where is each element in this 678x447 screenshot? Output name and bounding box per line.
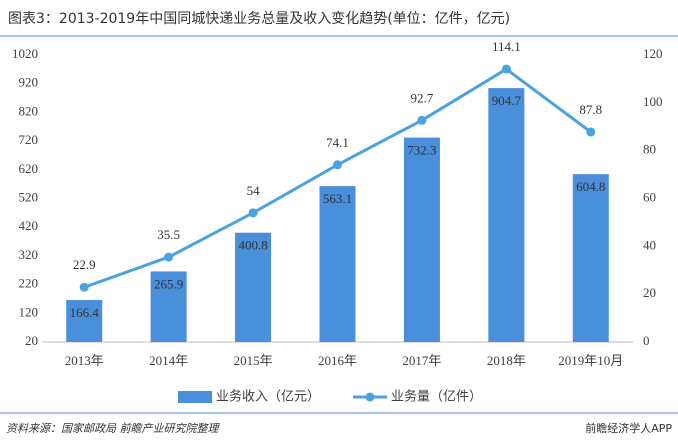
x-tick-label: 2018年 bbox=[487, 353, 526, 368]
y2-tick-label: 60 bbox=[643, 189, 656, 204]
bar-value-label: 265.9 bbox=[154, 276, 183, 291]
legend-swatch-point bbox=[365, 392, 375, 402]
legend-label: 业务收入（亿元） bbox=[216, 389, 320, 405]
x-tick-label: 2016年 bbox=[318, 353, 357, 368]
x-tick-label: 2015年 bbox=[234, 353, 273, 368]
bar bbox=[488, 88, 525, 343]
brand: 前瞻经济学人APP bbox=[585, 421, 672, 435]
y2-tick-label: 0 bbox=[643, 333, 650, 348]
y2-tick-label: 80 bbox=[643, 142, 656, 157]
line-value-label: 87.8 bbox=[579, 102, 602, 117]
line-value-label: 92.7 bbox=[411, 90, 434, 105]
legend-label: 业务量（亿件） bbox=[391, 389, 482, 405]
line-point bbox=[417, 115, 427, 125]
bar-value-label: 732.3 bbox=[407, 143, 436, 158]
y2-tick-label: 20 bbox=[643, 285, 656, 300]
line-value-label: 54 bbox=[247, 183, 261, 198]
y-tick-label: 720 bbox=[19, 132, 39, 147]
line-point bbox=[586, 127, 596, 137]
line-point bbox=[248, 208, 258, 218]
y-tick-label: 320 bbox=[19, 247, 39, 262]
bar bbox=[66, 299, 103, 342]
x-tick-label: 2014年 bbox=[149, 353, 188, 368]
y2-tick-label: 120 bbox=[643, 46, 663, 61]
y-tick-label: 520 bbox=[19, 189, 39, 204]
y-tick-label: 420 bbox=[19, 218, 39, 233]
bar-value-label: 604.8 bbox=[576, 179, 605, 194]
y-tick-label: 820 bbox=[19, 103, 39, 118]
x-tick-label: 2019年10月 bbox=[558, 353, 623, 368]
y2-tick-label: 40 bbox=[643, 237, 656, 252]
line-value-label: 35.5 bbox=[157, 227, 180, 242]
chart-title: 图表3：2013-2019年中国同城快递业务总量及收入变化趋势(单位：亿件，亿元… bbox=[8, 11, 510, 27]
bar-value-label: 166.4 bbox=[70, 305, 100, 320]
bar-value-label: 400.8 bbox=[238, 238, 267, 253]
line-point bbox=[79, 282, 89, 292]
legend-swatch bbox=[178, 391, 212, 403]
line-value-label: 74.1 bbox=[326, 135, 349, 150]
y-tick-label: 220 bbox=[19, 276, 39, 291]
line-point bbox=[333, 160, 342, 170]
bar-value-label: 563.1 bbox=[323, 191, 352, 206]
y-tick-label: 120 bbox=[19, 304, 39, 319]
x-tick-label: 2013年 bbox=[65, 353, 104, 368]
y2-tick-label: 100 bbox=[643, 94, 663, 109]
y-tick-label: 20 bbox=[25, 333, 38, 348]
bar bbox=[235, 232, 272, 342]
source: 资料来源：国家邮政局 前瞻产业研究院整理 bbox=[6, 422, 220, 435]
bar bbox=[572, 174, 609, 342]
bar-value-label: 904.7 bbox=[492, 93, 522, 108]
bar bbox=[403, 137, 440, 342]
line-point bbox=[164, 252, 174, 262]
x-tick-label: 2017年 bbox=[402, 353, 441, 368]
y-tick-label: 1020 bbox=[12, 46, 38, 61]
bar bbox=[319, 186, 356, 342]
line-value-label: 22.9 bbox=[73, 257, 96, 272]
y-tick-label: 620 bbox=[19, 161, 39, 176]
bar bbox=[150, 271, 187, 342]
y-tick-label: 920 bbox=[19, 75, 39, 90]
line-point bbox=[501, 64, 511, 74]
line-value-label: 114.1 bbox=[492, 39, 521, 54]
